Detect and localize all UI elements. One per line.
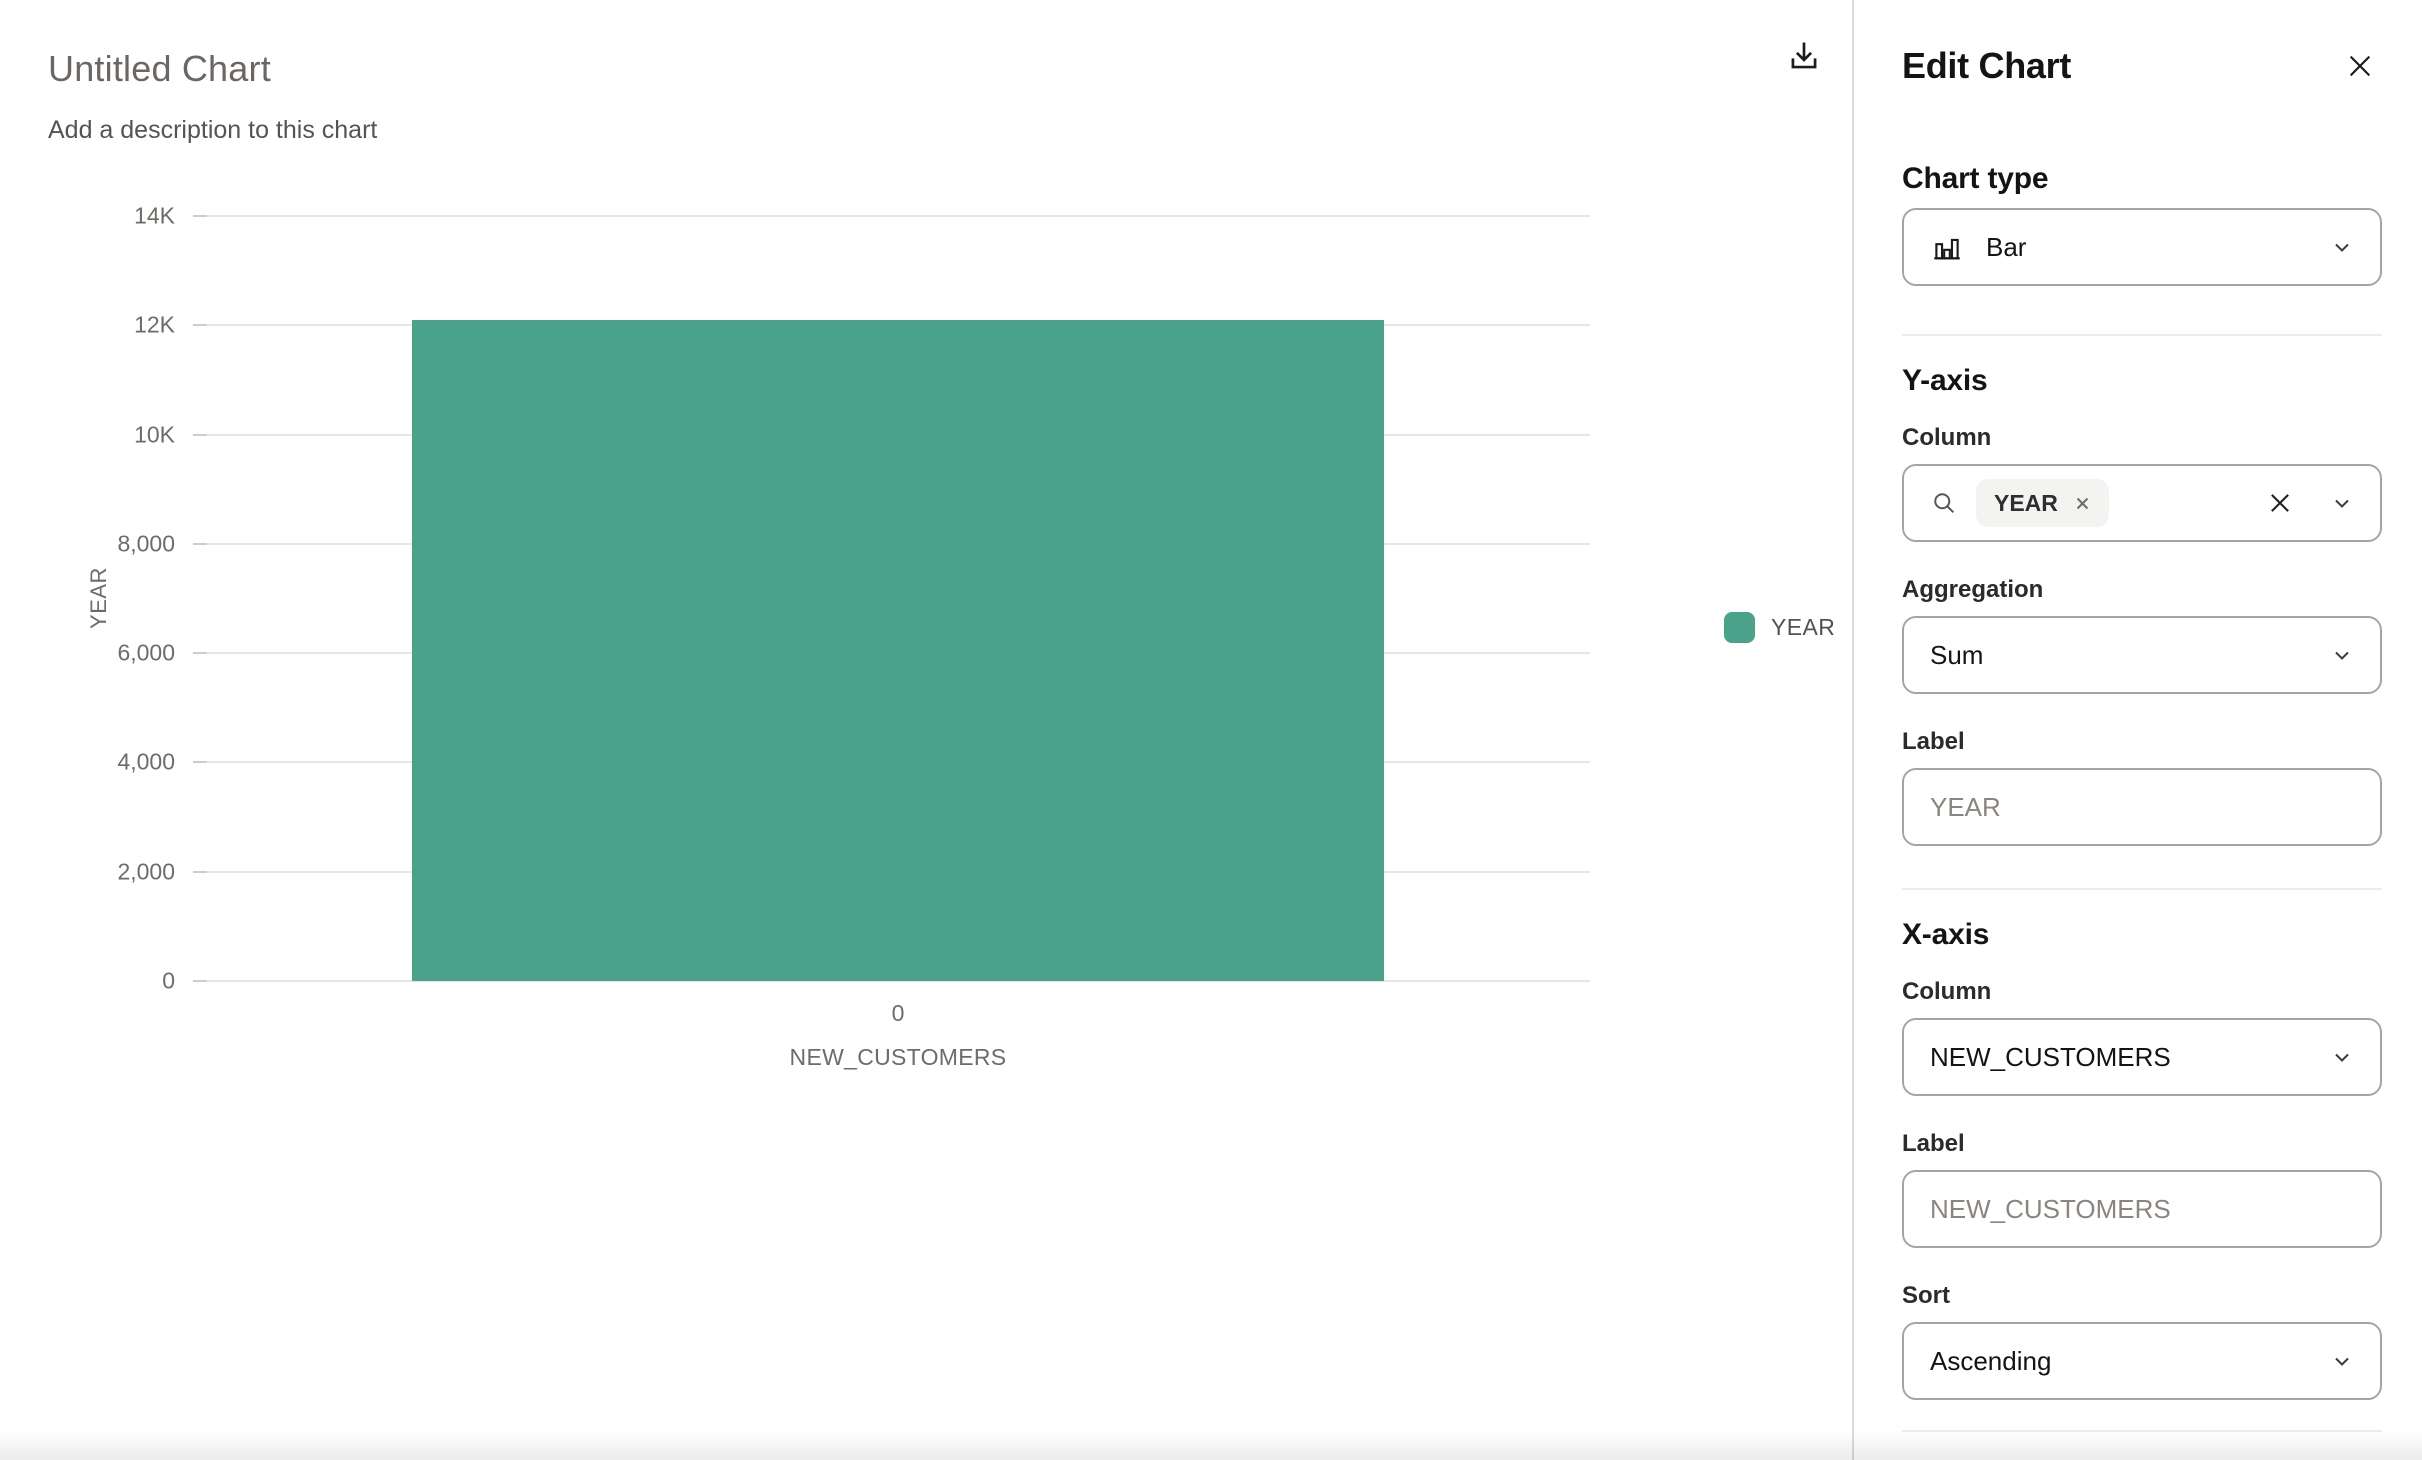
- sort-select[interactable]: Ascending: [1902, 1322, 2382, 1400]
- aggregation-value: Sum: [1930, 639, 1984, 670]
- chip-label: YEAR: [1994, 489, 2058, 516]
- aggregation-label: Aggregation: [1902, 576, 2044, 603]
- y-tick-label: 10K: [134, 421, 175, 448]
- section-divider: [1902, 888, 2382, 890]
- y-label-label: Label: [1902, 728, 1965, 755]
- legend-swatch: [1724, 612, 1755, 643]
- clear-selection-button[interactable]: [2266, 489, 2294, 517]
- y-tick-label: 12K: [134, 311, 175, 338]
- y-column-multiselect[interactable]: YEAR: [1902, 464, 2382, 542]
- y-tick-label: 4,000: [117, 748, 175, 775]
- plot-area: [193, 215, 1590, 982]
- legend-item-year[interactable]: YEAR: [1724, 612, 1835, 643]
- chart-title[interactable]: Untitled Chart: [48, 48, 271, 89]
- y-axis-heading: Y-axis: [1902, 364, 1988, 397]
- panel-header: Edit Chart: [1902, 44, 2382, 88]
- close-panel-button[interactable]: [2338, 44, 2382, 88]
- clear-icon: [2266, 489, 2294, 517]
- aggregation-select[interactable]: Sum: [1902, 616, 2382, 694]
- y-axis-tick-labels: 0 2,000 4,000 6,000 8,000 10K 12K 14K: [0, 203, 175, 994]
- y-tick-label: 0: [162, 967, 175, 994]
- section-divider: [1902, 334, 2382, 336]
- x-axis-title: NEW_CUSTOMERS: [789, 1044, 1007, 1070]
- x-axis-heading: X-axis: [1902, 918, 1990, 951]
- y-label-input[interactable]: [1902, 768, 2382, 846]
- close-icon: [2344, 50, 2376, 82]
- download-button[interactable]: [1776, 28, 1832, 84]
- panel-title: Edit Chart: [1902, 45, 2072, 86]
- edit-chart-panel: Edit Chart Chart type: [1852, 0, 2422, 1460]
- chevron-down-icon: [2330, 643, 2354, 667]
- chart-type-select[interactable]: Bar: [1902, 208, 2382, 286]
- x-label-input[interactable]: [1902, 1170, 2382, 1248]
- y-column-label: Column: [1902, 424, 1992, 451]
- gridline: [193, 980, 1590, 982]
- chart-type-heading: Chart type: [1902, 162, 2049, 195]
- x-column-select[interactable]: NEW_CUSTOMERS: [1902, 1018, 2382, 1096]
- y-tick-label: 14K: [134, 202, 175, 229]
- section-divider: [1902, 1430, 2382, 1432]
- gridline: [193, 215, 1590, 217]
- chevron-down-icon: [2330, 235, 2354, 259]
- chevron-down-icon[interactable]: [2330, 491, 2354, 515]
- y-tick-label: 2,000: [117, 858, 175, 885]
- legend-label: YEAR: [1771, 614, 1836, 640]
- x-tick-label: 0: [891, 1000, 905, 1026]
- x-label-label: Label: [1902, 1130, 1965, 1157]
- chart-pane: Untitled Chart Add a description to this…: [0, 28, 1835, 1070]
- x-column-value: NEW_CUSTOMERS: [1930, 1041, 2171, 1072]
- x-column-label: Column: [1902, 978, 1992, 1005]
- download-icon: [1785, 37, 1823, 75]
- chevron-down-icon: [2330, 1349, 2354, 1373]
- sort-value: Ascending: [1930, 1345, 2052, 1376]
- bar-chart-icon: [1930, 230, 1964, 264]
- y-tick-label: 6,000: [117, 639, 175, 666]
- chart-type-value: Bar: [1986, 231, 2027, 262]
- search-icon: [1930, 489, 1958, 517]
- selected-column-chip-year[interactable]: YEAR: [1976, 479, 2109, 527]
- chip-remove-icon[interactable]: [2074, 495, 2091, 512]
- y-tick-label: 8,000: [117, 530, 175, 557]
- chevron-down-icon: [2330, 1045, 2354, 1069]
- sort-label: Sort: [1902, 1282, 1950, 1309]
- chart-description[interactable]: Add a description to this chart: [48, 116, 378, 144]
- bar-series-year: [412, 320, 1384, 981]
